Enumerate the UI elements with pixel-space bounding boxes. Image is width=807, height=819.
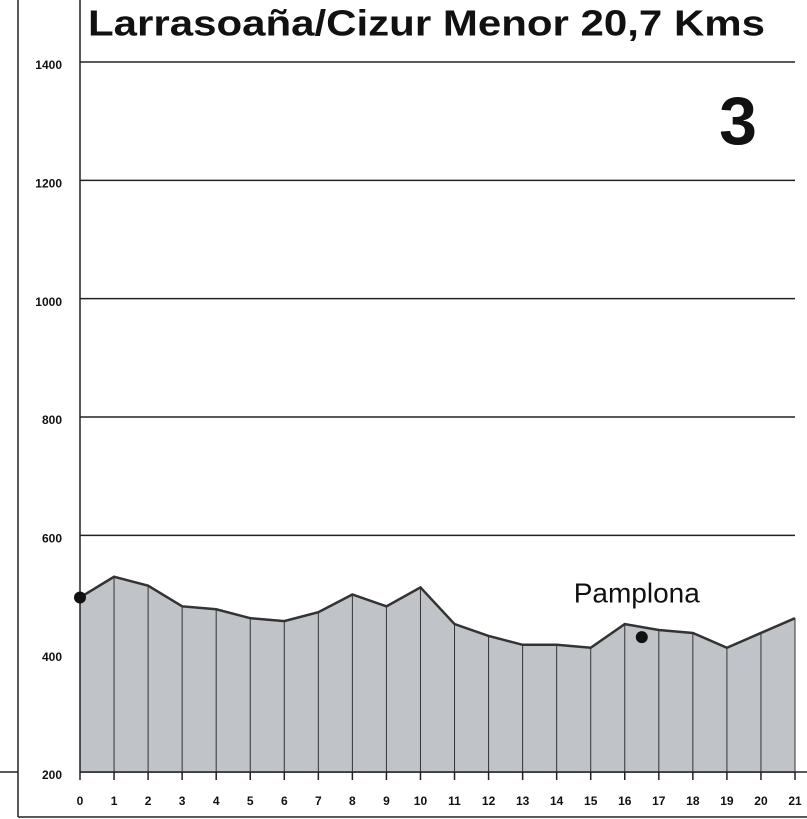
x-tick-label: 11 (448, 794, 461, 808)
x-tick-label: 16 (618, 794, 632, 808)
y-tick-label: 1400 (35, 58, 62, 72)
x-tick-label: 12 (482, 794, 496, 808)
x-tick-label: 15 (584, 794, 598, 808)
x-tick-label: 14 (550, 794, 564, 808)
x-tick-label: 1 (111, 794, 118, 808)
x-tick-label: 5 (247, 794, 254, 808)
x-tick-label: 2 (145, 794, 152, 808)
stage-badge: 3 (719, 83, 757, 159)
profile-line (79, 575, 796, 650)
y-tick-label: 200 (42, 768, 62, 782)
chart-title: Larrasoaña/Cizur Menor 20,7 Kms (88, 3, 765, 44)
y-tick-label: 1200 (35, 177, 62, 191)
y-tick-label: 600 (42, 532, 62, 546)
x-tick-label: 18 (686, 794, 700, 808)
y-tick-label: 1000 (35, 295, 62, 309)
x-tick-label: 4 (213, 794, 220, 808)
x-tick-label: 3 (179, 794, 186, 808)
x-tick-label: 8 (349, 794, 356, 808)
x-tick-label: 9 (383, 794, 390, 808)
x-tick-label: 7 (315, 794, 322, 808)
x-tick-label: 0 (77, 794, 84, 808)
x-tick-label: 21 (788, 794, 802, 808)
x-tick-label: 17 (652, 794, 666, 808)
annotation: Pamplona (574, 577, 701, 608)
y-tick-label: 800 (42, 413, 62, 427)
x-tick-label: 20 (754, 794, 768, 808)
marker (74, 591, 86, 604)
marker (635, 631, 648, 644)
area (80, 576, 795, 772)
x-tick-label: 10 (414, 794, 428, 808)
x-tick-label: 6 (281, 794, 288, 808)
x-tick-label: 13 (516, 794, 530, 808)
x-tick-label: 19 (720, 794, 734, 808)
y-tick-label: 400 (42, 650, 62, 664)
